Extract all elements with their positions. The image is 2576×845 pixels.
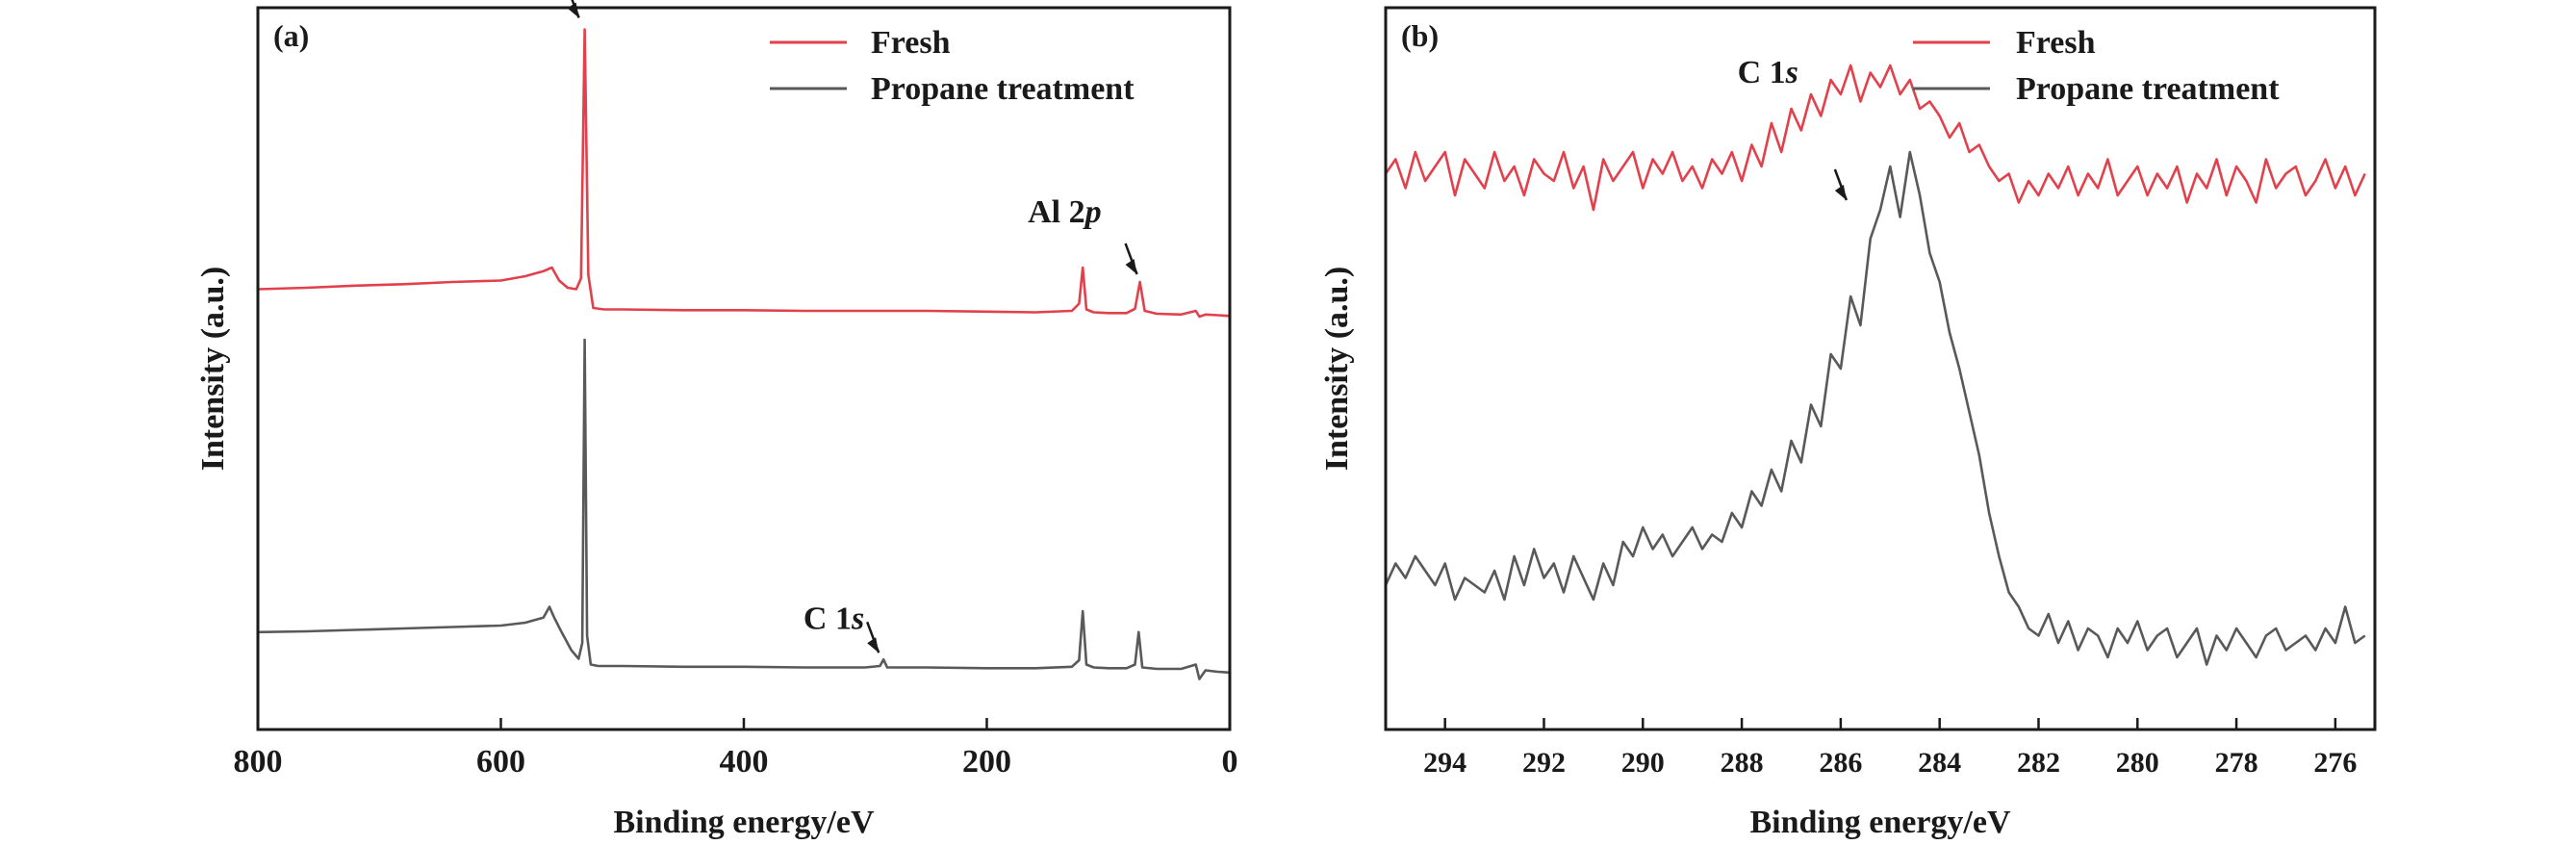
series-line-fresh bbox=[1384, 64, 2366, 212]
x-tick-label: 292 bbox=[1522, 747, 1566, 779]
legend-entry: Propane treatment bbox=[871, 71, 1135, 107]
x-tick-label: 284 bbox=[1918, 747, 1961, 779]
panel-a: 800 600 400 200 0 (a) Binding energy/eV Intensi… bbox=[195, 0, 1238, 840]
annotation-arrowhead bbox=[1834, 185, 1847, 200]
x-tick-label: 0 bbox=[1222, 744, 1238, 780]
x-tick-label: 280 bbox=[2116, 747, 2159, 779]
legend-entry: Propane treatment bbox=[2016, 71, 2280, 107]
annotation-label: C 1s bbox=[803, 601, 864, 636]
annotation-arrowhead bbox=[567, 2, 579, 18]
x-tick-label: 282 bbox=[2017, 747, 2060, 779]
x-tick-label: 200 bbox=[962, 744, 1011, 780]
x-tick-label: 276 bbox=[2313, 747, 2357, 779]
x-tick-label: 286 bbox=[1819, 747, 1862, 779]
series-line-propane bbox=[257, 338, 1231, 680]
annotation-label: C 1s bbox=[1738, 55, 1798, 90]
x-tick-label: 800 bbox=[234, 744, 283, 780]
annotation-arrowhead bbox=[867, 637, 880, 653]
peak-annotation: Al 2p bbox=[1028, 194, 1138, 275]
y-axis-label: Intensity (a.u.) bbox=[1319, 267, 1355, 472]
legend: Fresh Propane treatment bbox=[770, 25, 1135, 107]
panel-label: (a) bbox=[273, 18, 309, 53]
annotation-arrowhead bbox=[1125, 259, 1137, 274]
x-tick-label: 278 bbox=[2215, 747, 2258, 779]
x-tick-label: 600 bbox=[476, 744, 525, 780]
y-axis-label: Intensity (a.u.) bbox=[195, 267, 231, 472]
annotation-label: Al 2p bbox=[1028, 194, 1102, 230]
peak-annotation: C 1s bbox=[1738, 55, 1849, 201]
x-tick-label: 400 bbox=[720, 744, 769, 780]
panel-b: 294 292 290 288 286 284 282 280 278 276 (b) Binding… bbox=[1319, 6, 2377, 840]
series-line-fresh bbox=[257, 28, 1231, 319]
peak-annotation: O 1s bbox=[567, 0, 580, 18]
x-tick-label: 294 bbox=[1423, 747, 1467, 779]
legend-entry: Fresh bbox=[2016, 25, 2096, 61]
legend: Fresh Propane treatment bbox=[1913, 25, 2280, 107]
x-tick-label: 288 bbox=[1721, 747, 1764, 779]
plot-frame bbox=[1384, 6, 2377, 731]
series-line-propane bbox=[1384, 150, 2366, 666]
peak-annotation: C 1s bbox=[803, 601, 880, 653]
x-axis-label: Binding energy/eV bbox=[1749, 805, 2011, 840]
x-axis-label: Binding energy/eV bbox=[613, 805, 875, 840]
x-tick-label: 290 bbox=[1621, 747, 1665, 779]
legend-entry: Fresh bbox=[871, 25, 951, 61]
panel-label: (b) bbox=[1401, 18, 1439, 53]
